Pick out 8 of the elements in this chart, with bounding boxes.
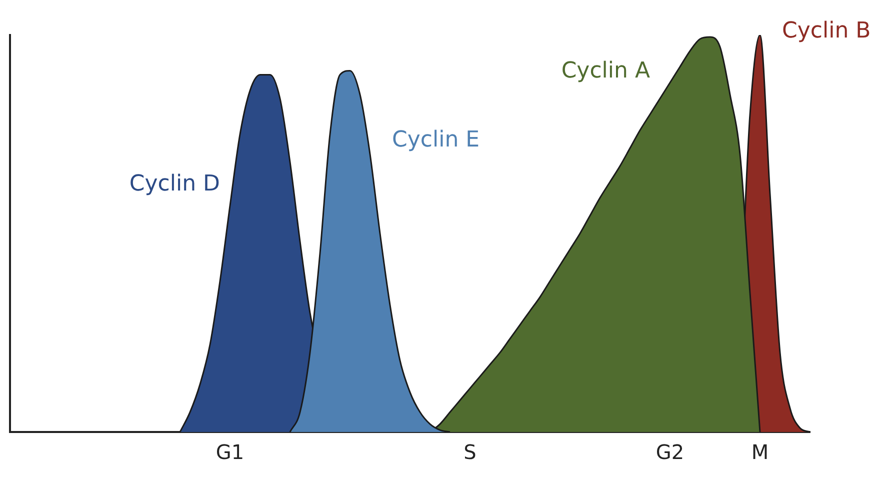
x-tick-label: G2 bbox=[656, 440, 684, 464]
series-label: Cyclin E bbox=[392, 127, 480, 152]
x-tick-label: S bbox=[464, 440, 476, 464]
series-label: Cyclin B bbox=[782, 18, 871, 44]
x-tick-label: M bbox=[751, 440, 769, 464]
series-label: Cyclin A bbox=[561, 58, 650, 84]
x-tick-label: G1 bbox=[216, 440, 244, 464]
series-label: Cyclin D bbox=[129, 171, 220, 196]
